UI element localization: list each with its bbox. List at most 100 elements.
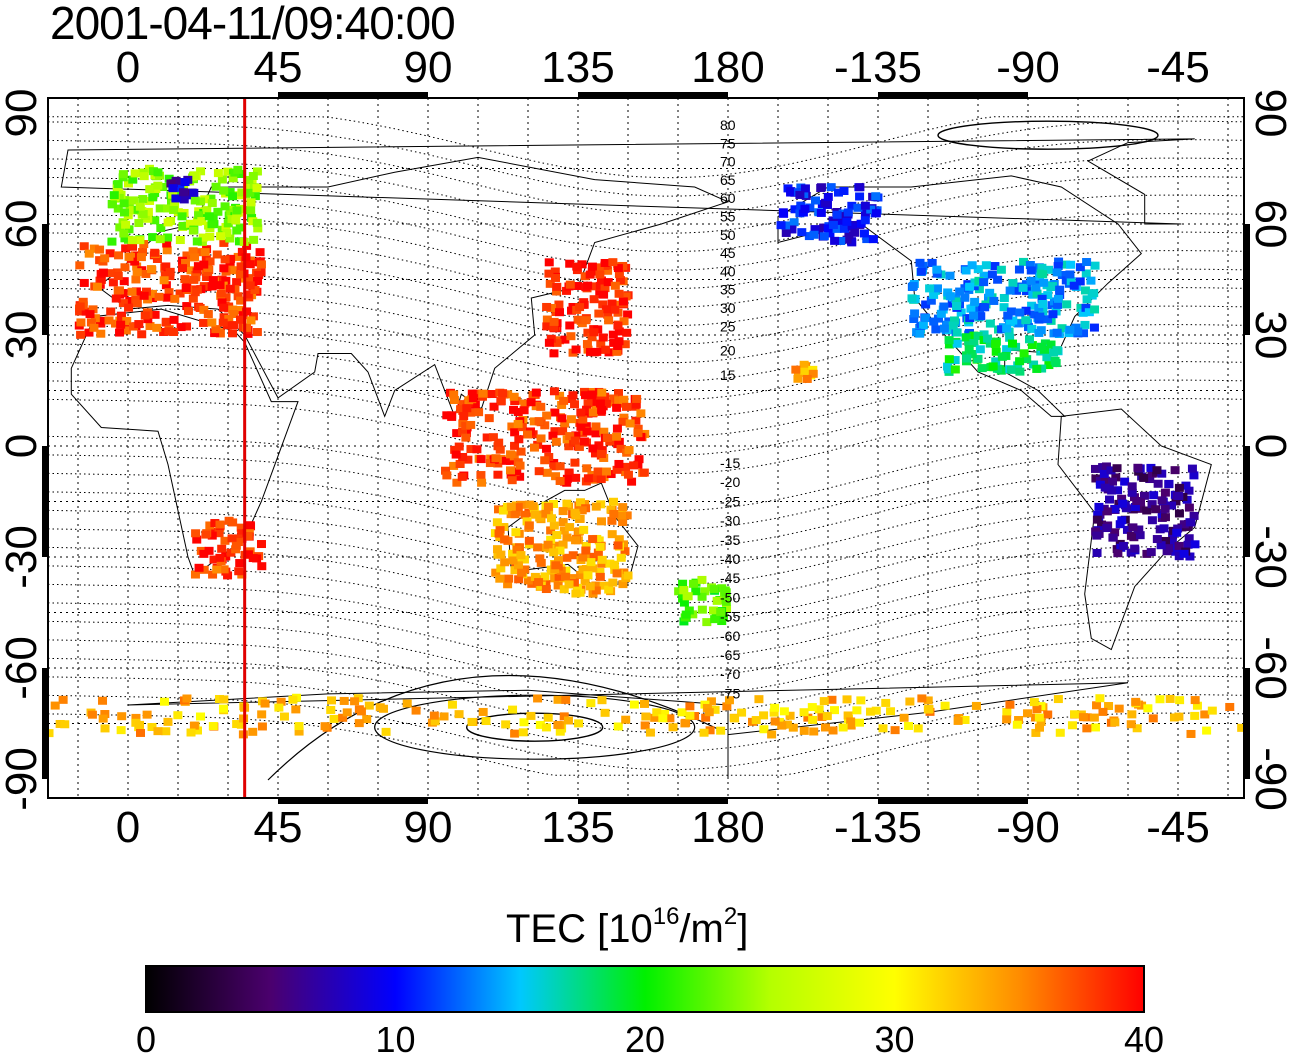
tec-point bbox=[583, 474, 593, 483]
tec-point bbox=[536, 402, 546, 411]
tec-point bbox=[827, 695, 837, 704]
tec-point bbox=[803, 713, 813, 722]
tec-point bbox=[580, 577, 590, 586]
tec-point bbox=[530, 510, 540, 519]
tec-point bbox=[704, 708, 714, 717]
tec-point bbox=[524, 521, 534, 530]
tec-point bbox=[1081, 303, 1091, 312]
coastline bbox=[777, 175, 1142, 417]
tec-point bbox=[1027, 324, 1037, 333]
lon-tick-label-top: 45 bbox=[254, 43, 303, 92]
tec-point bbox=[1036, 326, 1046, 335]
tec-point bbox=[665, 714, 675, 723]
tec-point bbox=[219, 186, 229, 195]
mag-contour bbox=[48, 657, 1244, 734]
tec-point bbox=[721, 597, 731, 606]
tec-point bbox=[819, 232, 829, 241]
tec-point bbox=[677, 708, 687, 717]
tec-point bbox=[591, 581, 601, 590]
tec-point bbox=[494, 505, 504, 514]
lat-tick-label-right: 30 bbox=[1246, 311, 1292, 360]
tec-point bbox=[678, 594, 688, 603]
tec-point bbox=[852, 706, 862, 715]
tec-point bbox=[536, 558, 546, 567]
tec-point bbox=[132, 268, 142, 277]
tec-point bbox=[839, 224, 849, 233]
tec-point bbox=[411, 706, 421, 715]
lat-tick-label-right: -60 bbox=[1246, 636, 1292, 700]
tec-point bbox=[1098, 707, 1108, 716]
tec-point bbox=[541, 444, 551, 453]
tec-point bbox=[50, 701, 60, 710]
tec-point bbox=[540, 456, 550, 465]
tec-point bbox=[652, 708, 662, 717]
coastline bbox=[127, 682, 1129, 779]
tec-point bbox=[614, 289, 624, 298]
tec-point bbox=[116, 320, 126, 329]
tec-point bbox=[154, 292, 164, 301]
tec-point bbox=[104, 316, 114, 325]
tec-point bbox=[1055, 728, 1065, 737]
tec-point bbox=[515, 461, 525, 470]
tec-point bbox=[516, 551, 526, 560]
tec-point bbox=[826, 183, 836, 192]
tec-point bbox=[787, 225, 797, 234]
tec-point bbox=[115, 223, 125, 232]
tec-point bbox=[136, 728, 146, 737]
tec-point bbox=[131, 275, 141, 284]
tec-point bbox=[588, 564, 598, 573]
mag-lat-label: 35 bbox=[720, 282, 736, 298]
tec-point bbox=[228, 305, 238, 314]
tec-point bbox=[582, 464, 592, 473]
tec-point bbox=[523, 576, 533, 585]
tec-point bbox=[288, 695, 298, 704]
tec-point bbox=[181, 258, 191, 267]
tec-point bbox=[1160, 488, 1170, 497]
tec-point bbox=[680, 719, 690, 728]
tec-point bbox=[531, 402, 541, 411]
tec-point bbox=[145, 185, 155, 194]
tec-point bbox=[546, 535, 556, 544]
tec-point bbox=[203, 268, 213, 277]
tec-point bbox=[701, 713, 711, 722]
tec-point bbox=[599, 581, 609, 590]
tec-point bbox=[513, 407, 523, 416]
tec-point bbox=[585, 582, 595, 591]
tec-point bbox=[192, 726, 202, 735]
mag-contour bbox=[48, 398, 1244, 475]
tec-point bbox=[581, 541, 591, 550]
tec-point bbox=[1092, 515, 1102, 524]
tec-point bbox=[613, 264, 623, 273]
tec-point bbox=[131, 713, 141, 722]
tec-point bbox=[639, 699, 649, 708]
tec-point bbox=[98, 696, 108, 705]
tec-point bbox=[536, 434, 546, 443]
tec-point bbox=[571, 589, 581, 598]
tec-point bbox=[237, 188, 247, 197]
tec-point bbox=[991, 339, 1001, 348]
tec-point bbox=[350, 697, 360, 706]
tec-point bbox=[232, 206, 242, 215]
mag-lat-label: 65 bbox=[720, 172, 736, 188]
tec-point bbox=[568, 391, 578, 400]
tec-point bbox=[90, 314, 100, 323]
tec-point bbox=[219, 238, 229, 247]
tec-point bbox=[685, 711, 695, 720]
tec-point bbox=[592, 347, 602, 356]
edge-bar bbox=[878, 798, 1028, 804]
tec-point bbox=[940, 701, 950, 710]
tec-point bbox=[991, 347, 1001, 356]
tec-point bbox=[924, 705, 934, 714]
tec-point bbox=[847, 201, 857, 210]
tec-point bbox=[1076, 303, 1086, 312]
tec-point bbox=[442, 471, 452, 480]
mag-contour bbox=[48, 509, 1244, 586]
tec-point bbox=[204, 546, 214, 555]
tec-point bbox=[454, 442, 464, 451]
tec-point bbox=[617, 511, 627, 520]
tec-point bbox=[186, 266, 196, 275]
tec-point bbox=[164, 327, 174, 336]
tec-point bbox=[560, 335, 570, 344]
tec-point bbox=[830, 236, 840, 245]
tec-point bbox=[1179, 549, 1189, 558]
